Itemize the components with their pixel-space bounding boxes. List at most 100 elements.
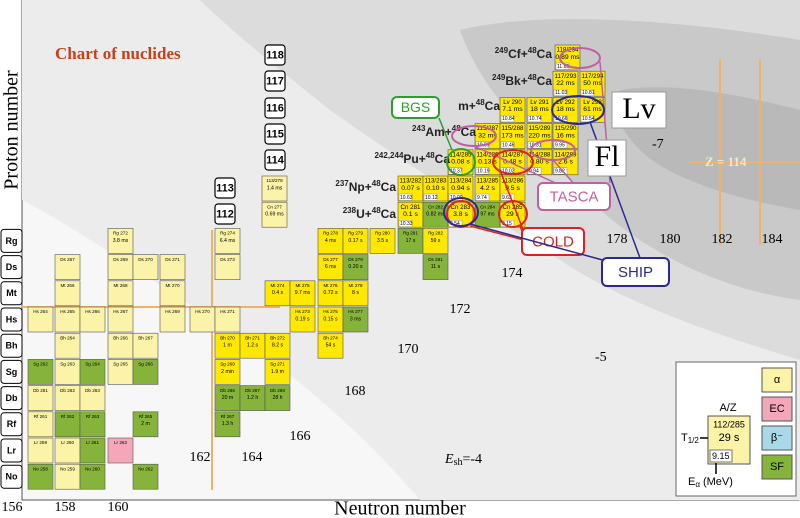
half-life: 7.1 ms bbox=[502, 106, 523, 113]
neutron-number: 164 bbox=[242, 450, 263, 465]
reaction: m+48Ca bbox=[458, 98, 500, 113]
half-life: 11 s bbox=[431, 264, 441, 270]
proton-box bbox=[264, 149, 286, 171]
nuclide-label: 115/290 bbox=[555, 125, 577, 132]
nuclide-cell bbox=[159, 254, 186, 280]
half-life: 50 ms bbox=[583, 80, 602, 87]
half-life: 32 ms bbox=[478, 132, 497, 139]
proton-box bbox=[214, 177, 236, 199]
half-life: 3.8 ms bbox=[113, 238, 129, 244]
nuclide-cell bbox=[342, 228, 369, 254]
legend-swatch bbox=[761, 425, 793, 451]
proton-number: 116 bbox=[266, 102, 284, 114]
z114-label: Z = 114 bbox=[705, 154, 747, 169]
neutron-number: 172 bbox=[450, 302, 471, 317]
highlight-ellipse bbox=[551, 95, 605, 125]
nuclide-label: Lv 293 bbox=[583, 99, 602, 106]
nuclide-cell bbox=[79, 463, 106, 490]
half-life: 18 ms bbox=[556, 106, 575, 113]
lab-label: COLD bbox=[532, 233, 574, 250]
element-label: Lr bbox=[7, 445, 16, 455]
element-box bbox=[0, 255, 23, 280]
nuclide-label: Mt 275 bbox=[295, 283, 309, 288]
nuclide-label: 114/288 bbox=[529, 151, 551, 158]
nuclide-cell bbox=[264, 280, 291, 307]
element-box bbox=[0, 412, 23, 437]
energy-box bbox=[500, 115, 515, 123]
nuclide-cell bbox=[189, 306, 216, 333]
half-life: 1.4 ms bbox=[267, 185, 283, 191]
nuclide-cell bbox=[132, 332, 159, 359]
alpha-energy: 10.46 bbox=[502, 142, 515, 148]
nuclide-cell bbox=[214, 359, 241, 385]
neutron-number: 180 bbox=[660, 232, 681, 247]
nuclide-cell bbox=[317, 306, 344, 333]
proton-number: 118 bbox=[266, 49, 284, 61]
nuclide-cell bbox=[239, 332, 266, 359]
nuclide-label: Rg 282 bbox=[428, 231, 443, 236]
element-label: No bbox=[6, 472, 18, 482]
nuclide-label: Sg 263 bbox=[60, 362, 75, 367]
alpha-energy: 9.15 bbox=[502, 221, 512, 227]
reaction-part: Ca bbox=[381, 180, 397, 194]
half-life: 61 ms bbox=[583, 106, 602, 113]
nuclide-label: Cn 282 bbox=[428, 204, 443, 209]
reaction-part: 242,244 bbox=[374, 151, 403, 160]
proton-box bbox=[264, 123, 286, 145]
nuclide-label: Ds 270 bbox=[138, 257, 153, 262]
connector bbox=[438, 117, 453, 151]
nuclide-cell bbox=[27, 411, 54, 438]
half-life: 0.4 s bbox=[272, 290, 284, 296]
alpha-energy: 9.54 bbox=[450, 221, 460, 227]
nuclide-cell bbox=[54, 254, 81, 280]
nuclide-label: 113/286 bbox=[502, 178, 524, 185]
lab-box bbox=[521, 227, 585, 256]
half-life: 1.2 s bbox=[247, 343, 259, 349]
element-box bbox=[0, 386, 23, 411]
element-label: Rg bbox=[6, 236, 18, 246]
nuclide-cell bbox=[107, 306, 134, 333]
legend-halflife-part: 1/2 bbox=[688, 436, 700, 445]
proton-box bbox=[264, 44, 286, 66]
nuclide-label: Sg 266 bbox=[138, 362, 153, 367]
alpha-energy: 11.65 bbox=[557, 64, 569, 70]
nuclide-label: Db 263 bbox=[85, 388, 100, 393]
half-life: 1.2 h bbox=[247, 395, 259, 401]
element-box bbox=[0, 438, 23, 463]
nuclide-cell bbox=[264, 385, 291, 411]
nuclide-cell bbox=[261, 201, 288, 228]
alpha-energy: 9.82 bbox=[555, 169, 565, 175]
legend-cell-halflife: 29 s bbox=[719, 432, 740, 444]
nuclide-label: Rg 278 bbox=[323, 231, 338, 236]
legend-energy-part: E bbox=[688, 476, 695, 488]
lab-box bbox=[601, 257, 670, 287]
nuclide-cell bbox=[107, 254, 134, 280]
proton-number: 113 bbox=[216, 182, 234, 194]
reaction-part: Ca bbox=[485, 99, 501, 113]
legend-swatch bbox=[761, 367, 793, 393]
nuclide-label: Hs 273 bbox=[295, 309, 310, 314]
legend-energy-part: (MeV) bbox=[703, 476, 733, 488]
nuclide-label: Rf 261 bbox=[34, 414, 48, 419]
nuclide-cell bbox=[317, 228, 344, 254]
legend-swatch bbox=[761, 454, 793, 480]
shell-region bbox=[460, 19, 800, 301]
nuclide-label: Hs 265 bbox=[60, 309, 75, 314]
nuclide-label: Db 268 bbox=[270, 388, 285, 393]
half-life: 59 s bbox=[431, 238, 441, 244]
energy-box bbox=[475, 193, 490, 201]
energy-box bbox=[553, 88, 568, 96]
neutron-number: 166 bbox=[290, 429, 311, 444]
proton-box bbox=[264, 70, 286, 92]
energy-box bbox=[475, 167, 490, 175]
neutron-number: 184 bbox=[762, 232, 783, 247]
reaction-part: Bk+ bbox=[505, 74, 527, 88]
highlight-ellipse bbox=[443, 197, 479, 227]
half-life: 54 s bbox=[326, 343, 336, 349]
proton-number: 117 bbox=[266, 75, 284, 87]
nuclide-label: Hs 270 bbox=[195, 309, 210, 314]
reaction: 243Am+48Ca bbox=[412, 124, 476, 139]
nuclide-cell bbox=[214, 385, 241, 411]
x-axis-title: Neutron number bbox=[334, 498, 466, 518]
big-symbol: Lv bbox=[622, 92, 655, 125]
